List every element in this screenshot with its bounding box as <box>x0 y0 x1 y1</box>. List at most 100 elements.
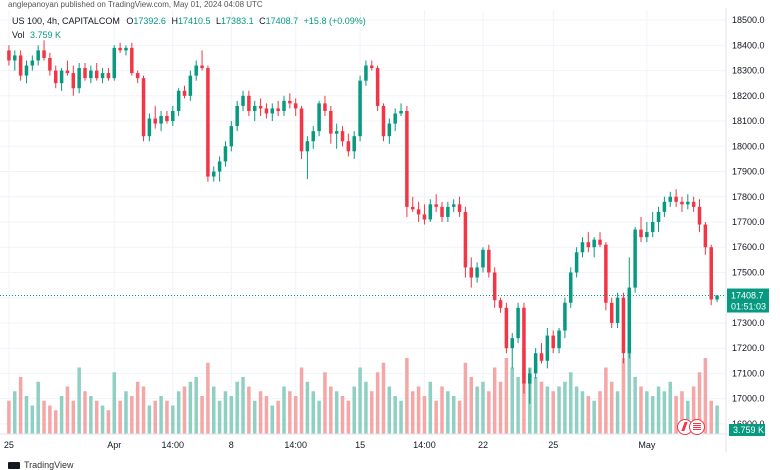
volume-badge <box>729 424 765 436</box>
volume-bar <box>703 358 708 434</box>
volume-bar <box>24 396 29 434</box>
candle-body <box>410 206 415 210</box>
candle-body <box>36 50 40 61</box>
volume-bar <box>364 381 368 434</box>
price-tick-label: 17800.0 <box>732 192 765 202</box>
price-tick-label: 18300.0 <box>732 66 765 76</box>
volume-bar <box>686 400 690 434</box>
gridlines <box>0 10 726 434</box>
candle-body <box>135 73 140 79</box>
candle-body <box>176 90 181 111</box>
volume-bar <box>715 405 719 434</box>
volume-bar <box>569 372 573 434</box>
volume-bar <box>77 367 81 434</box>
volume-bar <box>212 386 216 434</box>
volume-bar <box>592 400 596 434</box>
volume-bar <box>510 367 514 434</box>
us-flag-icon[interactable] <box>689 419 705 435</box>
candle-body <box>487 249 491 273</box>
volume-bar <box>159 396 163 434</box>
open-value: 17392.6 <box>133 16 166 26</box>
candle-body <box>586 242 591 248</box>
volume-bar <box>247 386 251 434</box>
candle-body <box>381 105 386 137</box>
price-tick-label: 18200.0 <box>732 91 765 101</box>
candle-body <box>446 206 450 217</box>
candle-body <box>434 204 438 207</box>
candle-body <box>451 204 456 207</box>
volume-bar <box>656 386 661 434</box>
candle-body <box>662 201 667 212</box>
candle-body <box>481 249 485 268</box>
candle-body <box>592 239 596 248</box>
volume-bar <box>627 348 632 434</box>
candle-body <box>311 131 316 142</box>
volume-bar <box>416 386 421 434</box>
candle-body <box>83 68 87 79</box>
candle-body <box>89 70 93 79</box>
volume-bar <box>557 386 561 434</box>
candle-body <box>569 272 573 303</box>
close-label: C <box>259 16 266 26</box>
volume-bar <box>293 396 298 434</box>
candle-body <box>229 126 234 147</box>
volume-bar <box>13 391 17 434</box>
candle-body <box>580 242 585 253</box>
volume-bar <box>358 367 362 434</box>
candle-body <box>100 73 105 79</box>
price-tick-label: 17000.0 <box>732 394 765 404</box>
volume-bar <box>42 400 46 434</box>
volume-bar <box>457 400 462 434</box>
volume-bar <box>645 391 649 434</box>
volume-bar <box>141 386 146 434</box>
candle-body <box>528 373 532 384</box>
candle-body <box>182 90 187 96</box>
candle-body <box>317 103 321 132</box>
candle-body <box>293 103 298 109</box>
candle-body <box>299 108 304 152</box>
candle-body <box>539 353 544 361</box>
price-tick-label: 17700.0 <box>732 217 765 227</box>
volume-bar <box>112 372 117 434</box>
candle-body <box>510 338 514 349</box>
volume-bar <box>446 391 450 434</box>
candle-body <box>533 353 538 374</box>
candle-body <box>159 116 163 124</box>
candle-body <box>217 161 222 172</box>
volume-bar <box>539 381 544 434</box>
volume-bar <box>422 396 427 434</box>
volume-bar <box>410 391 415 434</box>
time-tick-label: Apr <box>107 440 121 450</box>
volume-bar <box>194 377 198 434</box>
candle-body <box>153 118 157 124</box>
candle-body <box>375 68 380 106</box>
candle-body <box>574 252 579 273</box>
candle-body <box>686 201 690 205</box>
symbol-label: US 100, 4h, CAPITALCOM <box>12 16 120 26</box>
volume-bar <box>94 400 99 434</box>
candle-body <box>399 110 403 114</box>
volume-bar <box>709 400 713 434</box>
candle-body <box>94 70 99 79</box>
volume-bar <box>18 377 23 434</box>
candle-body <box>13 55 17 61</box>
volume-badge-value: 3.759 K <box>733 425 764 435</box>
candle-body <box>71 73 76 89</box>
publisher-caption: anglepanoyan published on TradingView.co… <box>8 0 263 9</box>
volume-bar <box>299 367 304 434</box>
volume-bar <box>551 391 555 434</box>
candle-body <box>358 80 362 137</box>
volume-bar <box>182 386 187 434</box>
candle-body <box>516 307 520 339</box>
volume-bar <box>270 405 275 434</box>
candle-body <box>621 297 626 354</box>
volume-bar <box>89 396 93 434</box>
candle-body <box>241 95 245 106</box>
volume-bar <box>516 377 520 434</box>
volume-bar <box>59 396 64 434</box>
candle-body <box>130 47 134 74</box>
volume-bar <box>563 381 567 434</box>
candle-body <box>141 78 146 137</box>
time-tick-label: 8 <box>229 440 234 450</box>
